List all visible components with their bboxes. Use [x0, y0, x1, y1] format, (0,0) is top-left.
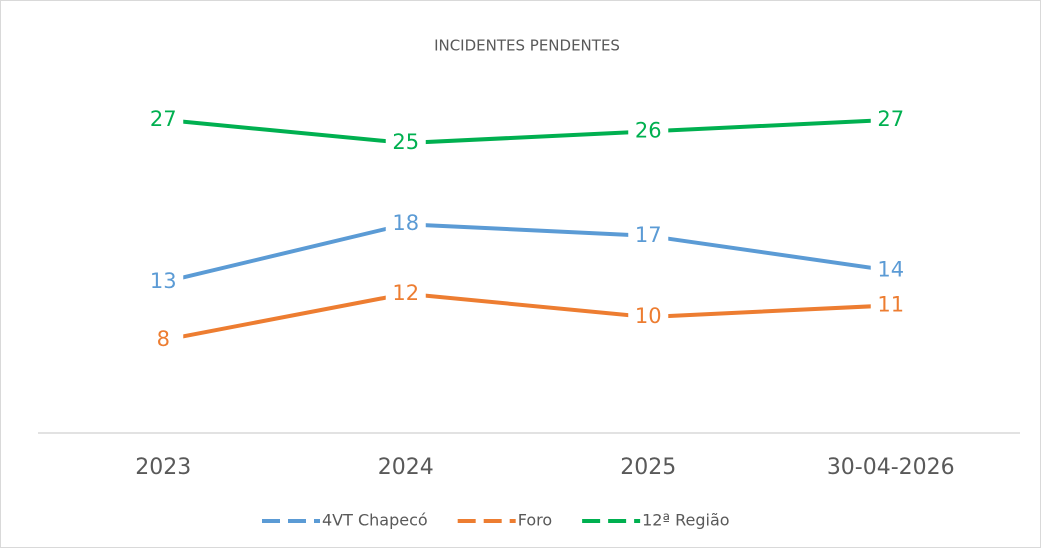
- data-label: 12: [392, 281, 419, 305]
- data-label-bg: [628, 221, 669, 250]
- x-tick-label: 30-04-2026: [827, 455, 955, 480]
- data-label: 18: [392, 211, 419, 235]
- data-label-bg: [385, 279, 426, 308]
- legend-label: 12ª Região: [642, 511, 729, 530]
- data-label: 25: [392, 130, 419, 154]
- chart-title: INCIDENTES PENDENTES: [434, 37, 620, 55]
- x-tick-label: 2025: [620, 455, 676, 480]
- data-label-bg: [385, 129, 426, 157]
- data-label: 17: [635, 223, 662, 247]
- data-label: 27: [877, 107, 904, 131]
- data-label: 26: [635, 118, 662, 142]
- data-label: 13: [150, 269, 177, 293]
- data-label-bg: [385, 210, 426, 239]
- data-label: 8: [157, 327, 170, 351]
- data-label: 11: [877, 292, 904, 316]
- data-label-bg: [870, 256, 911, 285]
- data-label: 10: [635, 304, 662, 328]
- data-label-bg: [143, 105, 184, 134]
- x-tick-label: 2023: [135, 455, 191, 480]
- legend-label: 4VT Chapecó: [322, 511, 428, 530]
- data-label-bg: [628, 117, 669, 146]
- data-label-bg: [628, 303, 669, 331]
- data-label-bg: [143, 268, 184, 297]
- x-tick-label: 2024: [378, 455, 434, 480]
- legend-label: Foro: [518, 511, 552, 530]
- data-label-bg: [870, 291, 911, 320]
- series-line: [162, 222, 892, 285]
- data-label: 27: [150, 107, 177, 131]
- series-line: [162, 291, 891, 343]
- data-label-bg: [870, 105, 911, 134]
- series-line: [163, 117, 891, 145]
- data-label-bg: [143, 326, 184, 355]
- data-label: 14: [877, 258, 904, 282]
